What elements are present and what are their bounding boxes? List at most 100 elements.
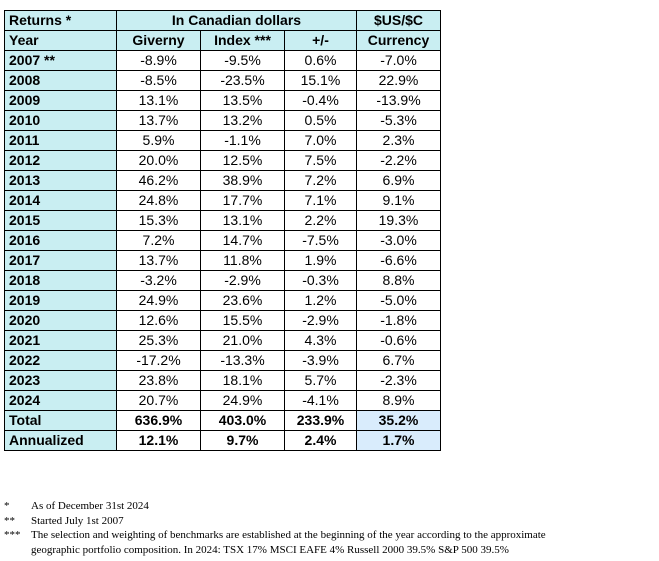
year-cell: 2009: [4, 90, 117, 111]
table-row: 2008 -8.5% -23.5% 15.1% 22.9%: [4, 70, 441, 91]
table-row: 2022 -17.2% -13.3% -3.9% 6.7%: [4, 350, 441, 371]
currency-cell: -5.0%: [356, 290, 441, 311]
giverny-cell: 7.2%: [116, 230, 201, 251]
giverny-cell: 24.9%: [116, 290, 201, 311]
currency-cell: 22.9%: [356, 70, 441, 91]
annualized-row-label: Annualized: [4, 430, 117, 451]
diff-cell: -0.3%: [284, 270, 357, 291]
diff-cell: 7.5%: [284, 150, 357, 171]
year-cell: 2012: [4, 150, 117, 171]
index-cell: -1.1%: [200, 130, 285, 151]
footnote: * As of December 31st 2024: [4, 499, 659, 514]
giverny-cell: 20.7%: [116, 390, 201, 411]
index-cell: 11.8%: [200, 250, 285, 271]
index-cell: 12.5%: [200, 150, 285, 171]
currency-cell: 8.8%: [356, 270, 441, 291]
index-cell: -9.5%: [200, 50, 285, 71]
giverny-cell: 13.7%: [116, 110, 201, 131]
table-row: 2013 46.2% 38.9% 7.2% 6.9%: [4, 170, 441, 191]
diff-cell: -0.4%: [284, 90, 357, 111]
returns-header: Returns *: [4, 10, 117, 31]
diff-cell: 7.1%: [284, 190, 357, 211]
year-cell: 2010: [4, 110, 117, 131]
total-row-giverny: 636.9%: [116, 410, 201, 431]
year-cell: 2013: [4, 170, 117, 191]
currency-cell: 6.9%: [356, 170, 441, 191]
index-cell: 13.1%: [200, 210, 285, 231]
index-cell: 23.6%: [200, 290, 285, 311]
footnote: ** Started July 1st 2007: [4, 514, 659, 529]
year-cell: 2008: [4, 70, 117, 91]
table-row: 2021 25.3% 21.0% 4.3% -0.6%: [4, 330, 441, 351]
table-row: 2009 13.1% 13.5% -0.4% -13.9%: [4, 90, 441, 111]
currency-cell: 8.9%: [356, 390, 441, 411]
index-cell: 21.0%: [200, 330, 285, 351]
giverny-cell: -8.5%: [116, 70, 201, 91]
table-row: 2024 20.7% 24.9% -4.1% 8.9%: [4, 390, 441, 411]
currency-cell: -5.3%: [356, 110, 441, 131]
index-header: Index ***: [200, 30, 285, 51]
footnotes: * As of December 31st 2024 ** Started July …: [4, 499, 659, 557]
returns-table: Returns * In Canadian dollars $US/$C Yea…: [4, 10, 441, 451]
header-row-2: Year Giverny Index *** +/- Currency: [4, 30, 441, 51]
footnote-text: geographic portfolio composition. In 202…: [31, 543, 509, 556]
year-cell: 2020: [4, 310, 117, 331]
annualized-row-giverny: 12.1%: [116, 430, 201, 451]
giverny-cell: -8.9%: [116, 50, 201, 71]
giverny-cell: 13.7%: [116, 250, 201, 271]
year-cell: 2019: [4, 290, 117, 311]
index-cell: -13.3%: [200, 350, 285, 371]
index-cell: 14.7%: [200, 230, 285, 251]
footnote-mark: ***: [4, 529, 21, 541]
table-row: 2018 -3.2% -2.9% -0.3% 8.8%: [4, 270, 441, 291]
year-cell: 2016: [4, 230, 117, 251]
diff-cell: 7.2%: [284, 170, 357, 191]
currency-cell: -13.9%: [356, 90, 441, 111]
year-cell: 2024: [4, 390, 117, 411]
footnote-mark: [4, 543, 31, 558]
currency-cell: -2.2%: [356, 150, 441, 171]
footnote-mark: *: [4, 500, 10, 512]
giverny-cell: 20.0%: [116, 150, 201, 171]
index-cell: 17.7%: [200, 190, 285, 211]
giverny-cell: -3.2%: [116, 270, 201, 291]
table-row: 2020 12.6% 15.5% -2.9% -1.8%: [4, 310, 441, 331]
table-row: 2010 13.7% 13.2% 0.5% -5.3%: [4, 110, 441, 131]
table-row: 2015 15.3% 13.1% 2.2% 19.3%: [4, 210, 441, 231]
diff-cell: 0.6%: [284, 50, 357, 71]
currency-cell: 9.1%: [356, 190, 441, 211]
total-row-label: Total: [4, 410, 117, 431]
diff-cell: -2.9%: [284, 310, 357, 331]
annualized-row: Annualized 12.1% 9.7% 2.4% 1.7%: [4, 430, 441, 451]
footnote-mark: **: [4, 514, 15, 527]
diff-cell: -4.1%: [284, 390, 357, 411]
diff-cell: -3.9%: [284, 350, 357, 371]
index-cell: 15.5%: [200, 310, 285, 331]
table-row: 2014 24.8% 17.7% 7.1% 9.1%: [4, 190, 441, 211]
index-cell: 13.5%: [200, 90, 285, 111]
currency-cell: 19.3%: [356, 210, 441, 231]
currency-cell: 2.3%: [356, 130, 441, 151]
index-cell: 13.2%: [200, 110, 285, 131]
table-row: 2007 ** -8.9% -9.5% 0.6% -7.0%: [4, 50, 441, 71]
currency-cell: -2.3%: [356, 370, 441, 391]
footnote-text: As of December 31st 2024: [31, 500, 149, 512]
currency-cell: -0.6%: [356, 330, 441, 351]
diff-cell: 4.3%: [284, 330, 357, 351]
giverny-cell: 23.8%: [116, 370, 201, 391]
giverny-cell: 15.3%: [116, 210, 201, 231]
diff-cell: 1.2%: [284, 290, 357, 311]
footnote: *** The selection and weighting of benchm…: [4, 528, 659, 543]
giverny-cell: -17.2%: [116, 350, 201, 371]
total-row-diff: 233.9%: [284, 410, 357, 431]
diff-cell: 0.5%: [284, 110, 357, 131]
diff-header: +/-: [284, 30, 357, 51]
year-cell: 2022: [4, 350, 117, 371]
year-cell: 2007 **: [4, 50, 117, 71]
cad-header: In Canadian dollars: [116, 10, 357, 31]
footnote-text: The selection and weighting of benchmark…: [31, 529, 546, 541]
table-row: 2011 5.9% -1.1% 7.0% 2.3%: [4, 130, 441, 151]
total-row-index: 403.0%: [200, 410, 285, 431]
giverny-cell: 25.3%: [116, 330, 201, 351]
giverny-cell: 24.8%: [116, 190, 201, 211]
